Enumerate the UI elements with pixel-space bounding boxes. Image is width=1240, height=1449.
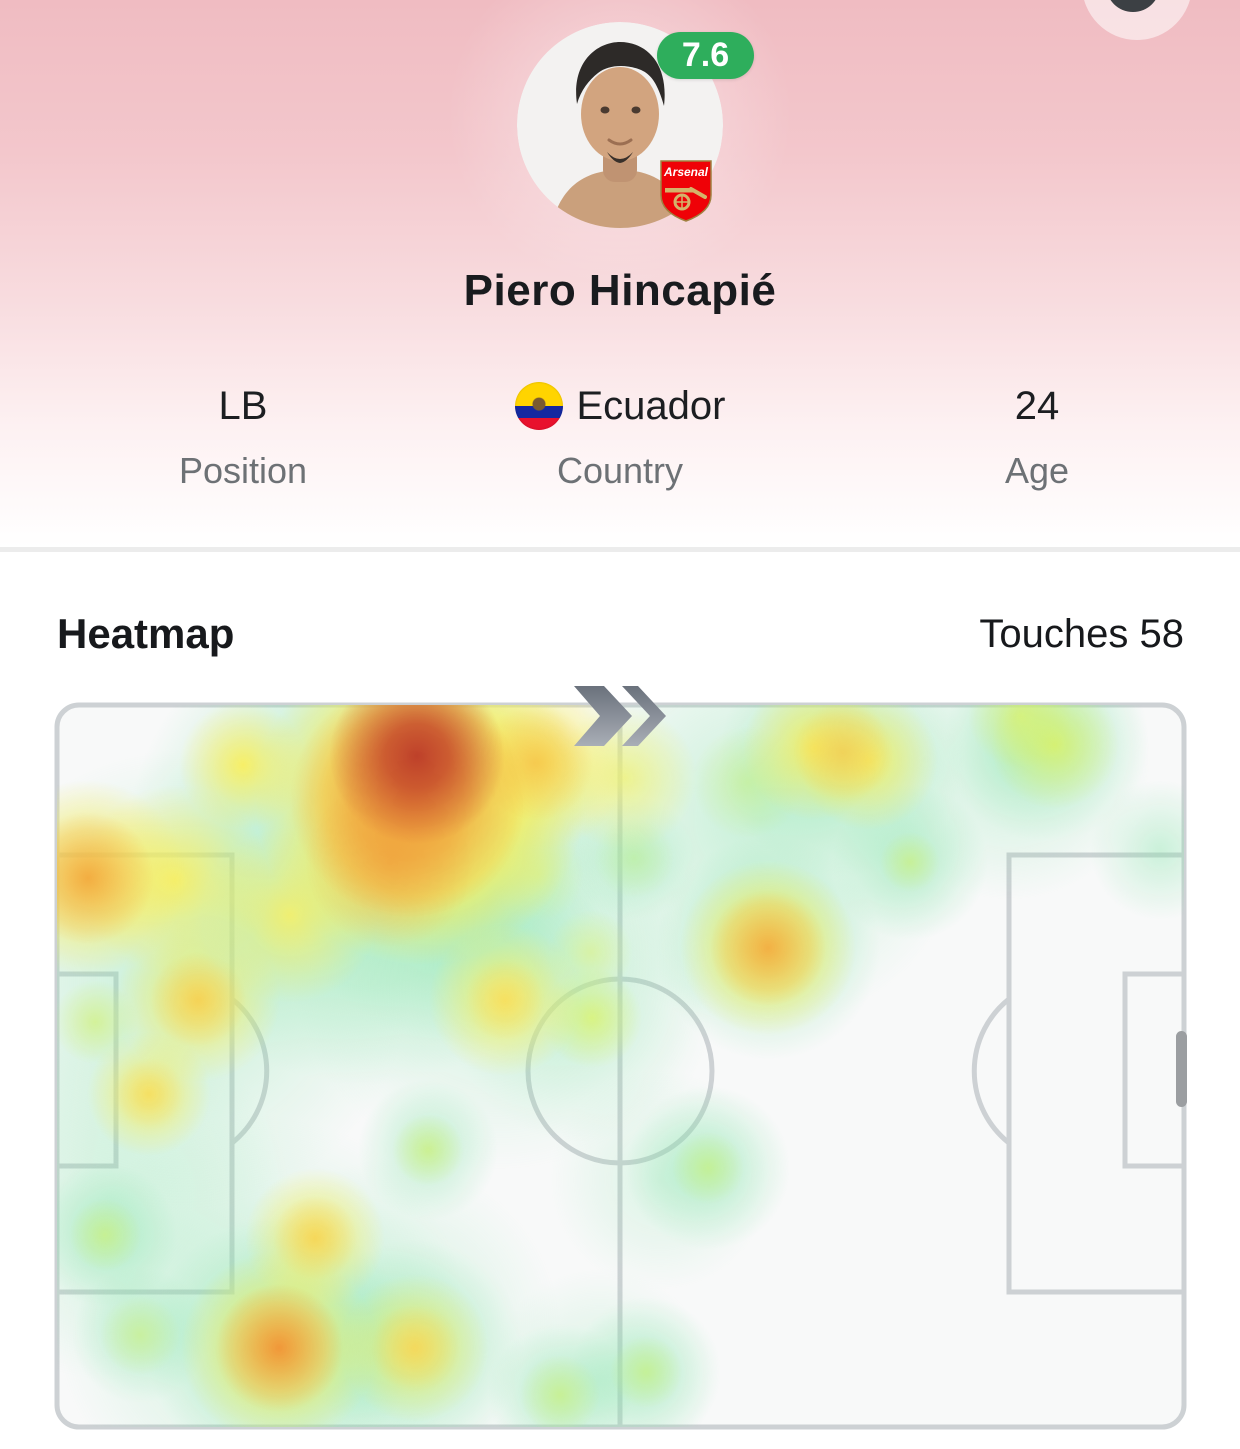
country-value-row: Ecuador <box>470 380 770 432</box>
country-label: Country <box>556 450 684 491</box>
heatmap-title: Heatmap <box>57 610 235 657</box>
scrollbar-thumb[interactable] <box>1176 1031 1187 1107</box>
age-value: 24 <box>1014 384 1060 428</box>
section-divider <box>0 547 1240 552</box>
info-position: LB Position <box>93 380 393 492</box>
country-value: Ecuador <box>576 384 726 428</box>
player-avatar: 7.6 Arsenal <box>517 22 754 228</box>
close-icon <box>1106 0 1160 12</box>
attack-direction-icon <box>574 686 666 746</box>
age-label: Age <box>1004 450 1070 491</box>
position-label: Position <box>178 450 308 491</box>
heatmap-layer <box>57 705 1184 1427</box>
club-badge-arsenal: Arsenal <box>660 160 712 222</box>
touches-label: Touches <box>979 611 1129 656</box>
ecuador-flag-icon <box>514 382 563 430</box>
touches-value: 58 <box>1139 611 1185 656</box>
rating-badge: 7.6 <box>657 32 754 79</box>
heatmap-header: Heatmap Touches 58 <box>57 606 1184 662</box>
info-age: 24 Age <box>887 380 1187 492</box>
club-name-text: Arsenal <box>663 165 709 179</box>
heatmap-pitch <box>0 680 1240 1449</box>
touches-stat: Touches 58 <box>979 612 1184 657</box>
info-country: Ecuador Country <box>470 380 770 492</box>
player-name: Piero Hincapié <box>463 266 777 315</box>
close-button[interactable] <box>1082 0 1192 40</box>
player-header: 7.6 Arsenal Piero Hincapié LB Position E… <box>0 0 1240 547</box>
position-value: LB <box>218 384 268 428</box>
